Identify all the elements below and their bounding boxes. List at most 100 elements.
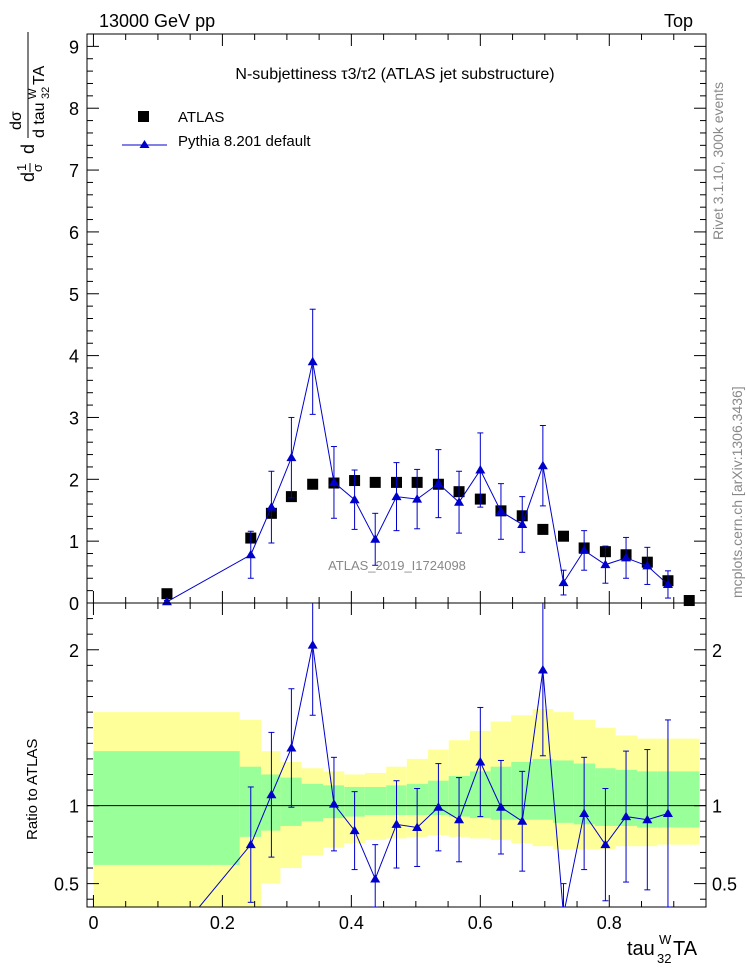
pythia-data-point [621, 552, 632, 562]
atlas-data-point [307, 478, 319, 490]
rivet-version-label: Rivet 3.1.10, 300k events [710, 82, 726, 240]
main-panel: 0 1 2 3 4 5 6 7 8 9 N-subjettiness τ3/τ2 (ATLAS j… [8, 32, 707, 614]
pythia-data-point [579, 545, 590, 554]
ratio-data-point [454, 814, 465, 824]
pythia-data-point [662, 579, 673, 588]
pythia-data-point [307, 356, 318, 366]
pythia-data-point [558, 577, 569, 587]
ratio-data-point [495, 802, 506, 811]
ratio-series-group [198, 603, 673, 919]
ratio-band-green [364, 786, 387, 816]
ratio-data-point [412, 822, 423, 831]
y-tick-label: 4 [69, 347, 79, 367]
pythia-data-point [266, 502, 277, 511]
ratio-data-point [349, 825, 360, 835]
ratio-band-green [301, 783, 323, 822]
ratio-data-point [370, 873, 381, 883]
y-tick-label: 8 [69, 99, 79, 119]
ratio-data-point [517, 816, 528, 825]
ratio-data-point [662, 808, 673, 817]
x-tick-label: 0.8 [597, 913, 622, 933]
ratio-data-point [245, 839, 256, 849]
atlas-data-point [537, 523, 549, 535]
x-tick-label: 0 [88, 913, 98, 933]
x-axis-label: tau 32 W TA [627, 932, 698, 966]
svg-text:TA: TA [673, 938, 698, 960]
pythia-data-point [433, 478, 444, 488]
pythia-data-point [412, 494, 423, 503]
ratio-data-point [642, 814, 653, 824]
pythia-data-point [391, 491, 402, 501]
svg-text:d: d [18, 172, 38, 182]
ratio-panel-frame [86, 602, 707, 908]
pythia-data-point [349, 494, 360, 504]
pythia-data-point [537, 460, 548, 470]
y-tick-label: 9 [69, 37, 79, 57]
ratio-data-point [286, 742, 297, 752]
svg-text:TA: TA [31, 65, 48, 85]
pythia-data-point [600, 559, 611, 569]
svg-text:tau: tau [627, 938, 655, 960]
pythia-data-point [245, 549, 256, 559]
mcplots-label: mcplots.cern.ch [arXiv:1306.3436] [729, 386, 745, 598]
pythia-data-point [495, 506, 506, 515]
y-tick-label: 7 [69, 161, 79, 181]
atlas-data-point [683, 595, 695, 607]
y-tick-label: 6 [69, 223, 79, 243]
pythia-data-point [328, 477, 339, 486]
ratio-panel: 0.5 0.5 1 1 2 2 0 0.2 0.4 0.6 0.8 Ratio to ATLAS [24, 602, 737, 933]
svg-text:σ: σ [30, 164, 45, 172]
ratio-y-tick-label: 1 [69, 797, 79, 817]
y-axis-label: d 1 σ d dσ d tau 32 W TA [8, 32, 52, 182]
pythia-data-point [454, 497, 465, 506]
ratio-data-point [266, 789, 277, 799]
svg-text:dσ: dσ [8, 111, 25, 130]
svg-text:d: d [18, 144, 38, 154]
legend-pythia-marker [139, 140, 150, 148]
ratio-y-tick-label: 2 [69, 641, 79, 661]
ratio-series-line [198, 644, 669, 907]
atlas-data-point [369, 476, 381, 488]
y-tick-label: 2 [69, 470, 79, 490]
ratio-data-point [391, 819, 402, 828]
svg-text:32: 32 [657, 951, 671, 966]
atlas-data-point [161, 588, 173, 600]
y-tick-label: 5 [69, 285, 79, 305]
ratio-data-point [559, 910, 569, 919]
atlas-data-point [558, 530, 570, 542]
ratio-data-point [621, 811, 632, 821]
ratio-band-green [532, 758, 554, 820]
pythia-data-point [475, 465, 486, 474]
ratio-y-tick-label: 0.5 [54, 875, 79, 895]
pythia-data-point [370, 534, 381, 543]
x-tick-label: 0.6 [468, 913, 493, 933]
ratio-data-point [328, 799, 339, 808]
svg-text:W: W [659, 932, 672, 947]
ratio-data-point [475, 757, 486, 766]
ratio-y-tick-label-right: 1 [712, 797, 722, 817]
process-label: Top [664, 11, 693, 31]
ratio-band-green [657, 771, 700, 828]
y-tick-label: 3 [69, 408, 79, 428]
ratio-y-tick-label-right: 0.5 [712, 875, 737, 895]
energy-label: 13000 GeV pp [99, 11, 215, 31]
x-tick-label: 0.4 [339, 913, 364, 933]
svg-text:1: 1 [14, 164, 29, 171]
legend-pythia-label: Pythia 8.201 default [178, 133, 311, 150]
ratio-band-green [261, 774, 281, 831]
chart-title: N-subjettiness τ3/τ2 (ATLAS jet substruc… [235, 66, 554, 83]
svg-text:W: W [27, 88, 39, 99]
pythia-data-point [517, 519, 528, 528]
ratio-data-point [537, 665, 548, 674]
ratio-data-point [600, 839, 611, 849]
ratio-data-point [307, 640, 318, 649]
legend-atlas-marker [138, 111, 149, 122]
ratio-data-point [579, 808, 590, 817]
ratio-data-point [433, 802, 444, 811]
y-tick-label: 1 [69, 532, 79, 552]
ratio-band-green [553, 760, 574, 823]
pythia-data-point [286, 452, 297, 462]
ratio-band-green [93, 751, 240, 865]
ratio-y-tick-label-right: 2 [712, 641, 722, 661]
